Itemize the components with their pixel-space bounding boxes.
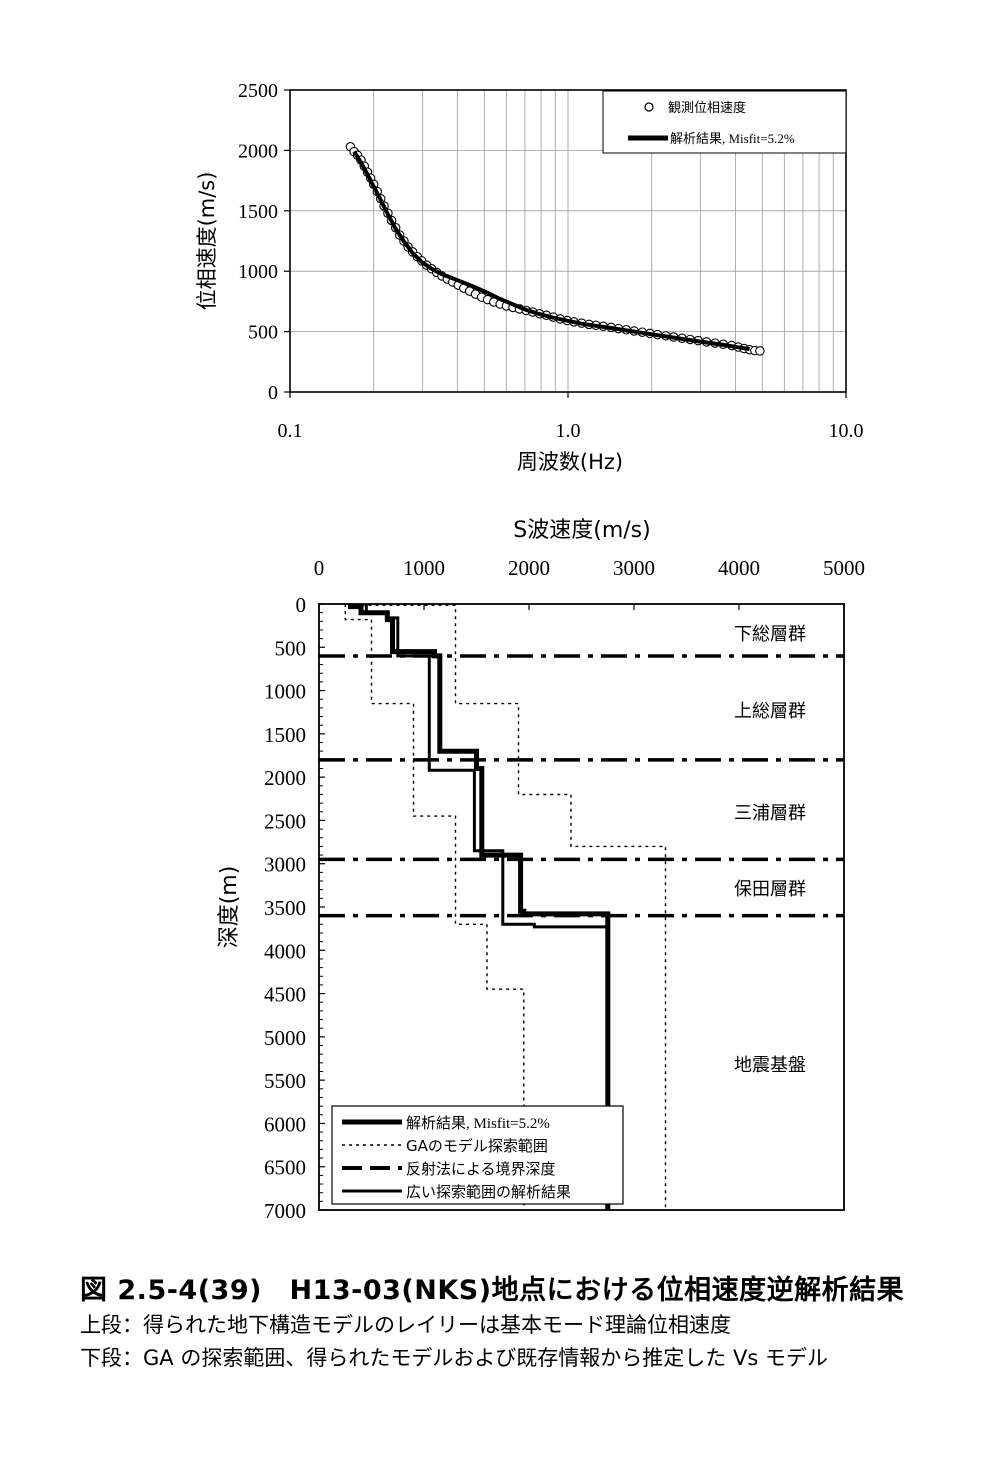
legend-observed-marker [644,102,654,112]
bottom-y-tick-label: 4000 [264,939,306,963]
bottom-x-ticks: 0 1000 2000 3000 4000 5000 [314,556,865,610]
top-y-tick-label: 0 [268,382,278,404]
bottom-x-tick-label: 2000 [508,556,550,580]
ga-search-bound [344,604,525,1210]
bottom-y-tick-label: 1000 [264,680,306,704]
top-x-tick-label: 1.0 [556,420,581,442]
analysis-result-line [348,604,611,1210]
bottom-y-tick-label: 5500 [264,1069,306,1093]
bottom-series [319,604,844,1210]
top-series [345,142,765,356]
figure-caption-line2: 下段：GA の探索範囲、得られたモデルおよび既存情報から推定した Vs モデル [80,1346,828,1370]
bottom-y-tick-label: 1500 [264,723,306,747]
bottom-y-tick-label: 0 [296,593,307,617]
top-y-tick-label: 2500 [238,80,278,102]
vs-profile-chart: S波速度(m/s) 0 1000 2000 3000 4000 5000 0 500 1000… [217,518,865,1223]
top-y-tick-label: 1500 [238,201,278,223]
bottom-y-tick-label: 3000 [264,853,306,877]
bottom-y-ticks: 0 500 1000 1500 2000 2500 3000 3500 4000 4500 5000… [264,593,325,1223]
bottom-y-tick-label: 2500 [264,809,306,833]
bottom-x-axis-title: S波速度(m/s) [513,518,650,543]
bottom-y-tick-label: 6000 [264,1112,306,1136]
bottom-y-tick-label: 5000 [264,1026,306,1050]
bottom-x-tick-label: 5000 [823,556,865,580]
top-y-ticks: 0 500 1000 1500 2000 2500 [238,80,290,404]
legend-fit-label: 解析結果, Misfit=5.2% [670,131,795,146]
top-x-tick-label: 10.0 [829,420,864,442]
bottom-y-tick-label: 7000 [264,1199,306,1223]
figure-caption-line1: 上段：得られた地下構造モデルのレイリーは基本モード理論位相速度 [80,1313,731,1337]
top-x-axis-label: 周波数(Hz) [517,450,623,474]
top-y-tick-label: 1000 [238,261,278,283]
bottom-y-tick-label: 4500 [264,983,306,1007]
bottom-legend: 解析結果, Misfit=5.2% GAのモデル探索範囲 反射法による境界深度 … [331,1105,624,1205]
bottom-x-tick-label: 4000 [718,556,760,580]
annotation-basement: 地震基盤 [734,1055,806,1076]
top-y-tick-label: 2000 [238,140,278,162]
bottom-y-tick-label: 2000 [264,766,306,790]
observed-point [755,346,765,356]
legend-analysis-label: 解析結果, Misfit=5.2% [406,1115,550,1132]
top-x-tick-label: 0.1 [278,420,303,442]
annotation-miura: 三浦層群 [734,803,806,824]
top-y-tick-label: 500 [248,322,278,344]
top-y-axis-label: 位相速度(m/s) [195,172,219,311]
top-legend: 観測位相速度 解析結果, Misfit=5.2% [602,90,847,154]
annotation-hota: 保田層群 [734,879,806,900]
annotation-shimousa: 下総層群 [734,624,806,645]
bottom-y-tick-label: 3500 [264,896,306,920]
top-x-ticks: 0.1 1.0 10.0 [278,392,864,442]
bottom-x-tick-label: 3000 [613,556,655,580]
bottom-y-axis-label: 深度(m) [217,866,242,949]
legend-wide-label: 広い探索範囲の解析結果 [406,1183,571,1201]
layer-annotations: 下総層群 上総層群 三浦層群 保田層群 地震基盤 [734,624,806,1076]
bottom-x-tick-label: 1000 [403,556,445,580]
bottom-y-tick-label: 500 [275,636,307,660]
ga-search-bound [355,604,667,1210]
bottom-x-tick-label: 0 [314,556,325,580]
top-legend-box [602,90,847,154]
bottom-y-tick-label: 6500 [264,1156,306,1180]
legend-observed-label: 観測位相速度 [668,100,746,116]
annotation-kazusa: 上総層群 [734,701,806,722]
figure-caption-title: 図 2.5-4(39) H13-03(NKS)地点における位相速度逆解析結果 [80,1275,905,1306]
fit-line [352,150,750,352]
legend-ga-label: GAのモデル探索範囲 [406,1137,548,1155]
legend-reflection-label: 反射法による境界深度 [406,1160,556,1178]
